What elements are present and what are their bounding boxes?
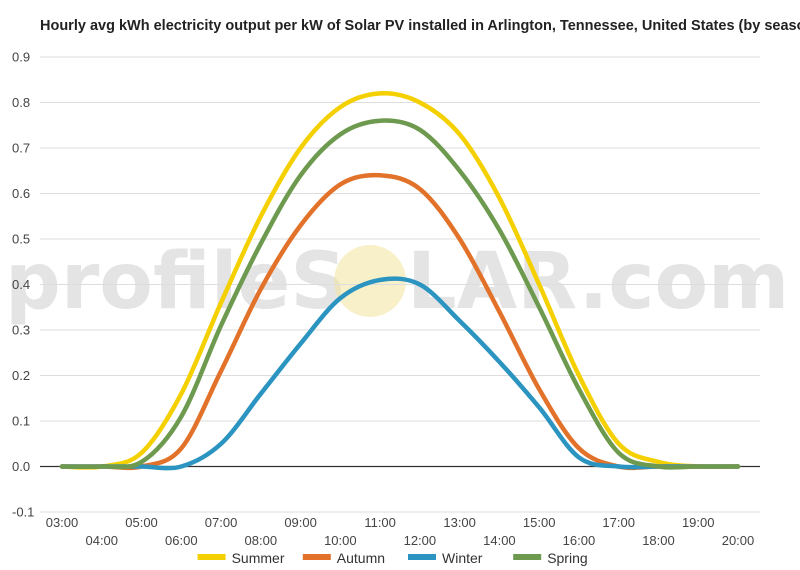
y-tick-label: 0.3 [12,323,30,338]
gridlines [40,56,760,513]
watermark-text-left: profileS [5,237,347,327]
legend-swatch-winter [408,554,436,560]
y-tick-label: 0.0 [12,459,30,474]
chart-title: Hourly avg kWh electricity output per kW… [40,18,800,34]
watermark: profileS LAR.com [5,237,789,327]
x-tick-label: 17:00 [602,515,635,530]
series-line-summer [59,91,741,470]
series-line-winter [59,276,741,471]
y-tick-label: 0.1 [12,414,30,429]
y-tick-label: 0.6 [12,186,30,201]
legend-swatch-spring [513,554,542,560]
x-tick-label: 03:00 [46,515,79,530]
x-tick-label: 18:00 [642,533,675,548]
x-tick-label: 07:00 [205,515,238,530]
y-tick-label: 0.8 [12,95,30,110]
legend-label-summer: Summer [232,550,285,566]
legend: Summer Autumn Winter Spring [197,550,588,566]
x-tick-label: 19:00 [682,515,715,530]
series-line-spring [59,118,741,470]
x-tick-label: 16:00 [563,533,596,548]
x-tick-label: 04:00 [85,533,118,548]
x-tick-label: 13:00 [443,515,476,530]
legend-label-autumn: Autumn [337,550,385,566]
x-tick-label: 05:00 [125,515,158,530]
x-tick-label: 20:00 [722,533,755,548]
x-tick-label: 10:00 [324,533,357,548]
y-tick-label: 0.2 [12,368,30,383]
legend-label-winter: Winter [442,550,483,566]
x-tick-label: 09:00 [284,515,317,530]
x-tick-label: 12:00 [404,533,437,548]
y-tick-label: 0.7 [12,141,30,156]
y-tick-label: 0.4 [12,277,30,292]
y-tick-label: -0.1 [12,505,34,520]
y-tick-label: 0.9 [12,50,30,65]
series-lines [59,91,741,471]
x-tick-label: 14:00 [483,533,516,548]
x-tick-label: 08:00 [245,533,278,548]
y-tick-label: 0.5 [12,232,30,247]
x-tick-label: 06:00 [165,533,198,548]
watermark-text-right: LAR.com [407,237,789,327]
x-tick-label: 11:00 [364,515,396,530]
legend-label-spring: Spring [547,550,587,566]
legend-swatch-autumn [302,554,331,560]
legend-swatch-summer [197,554,226,560]
x-tick-label: 15:00 [523,515,556,530]
